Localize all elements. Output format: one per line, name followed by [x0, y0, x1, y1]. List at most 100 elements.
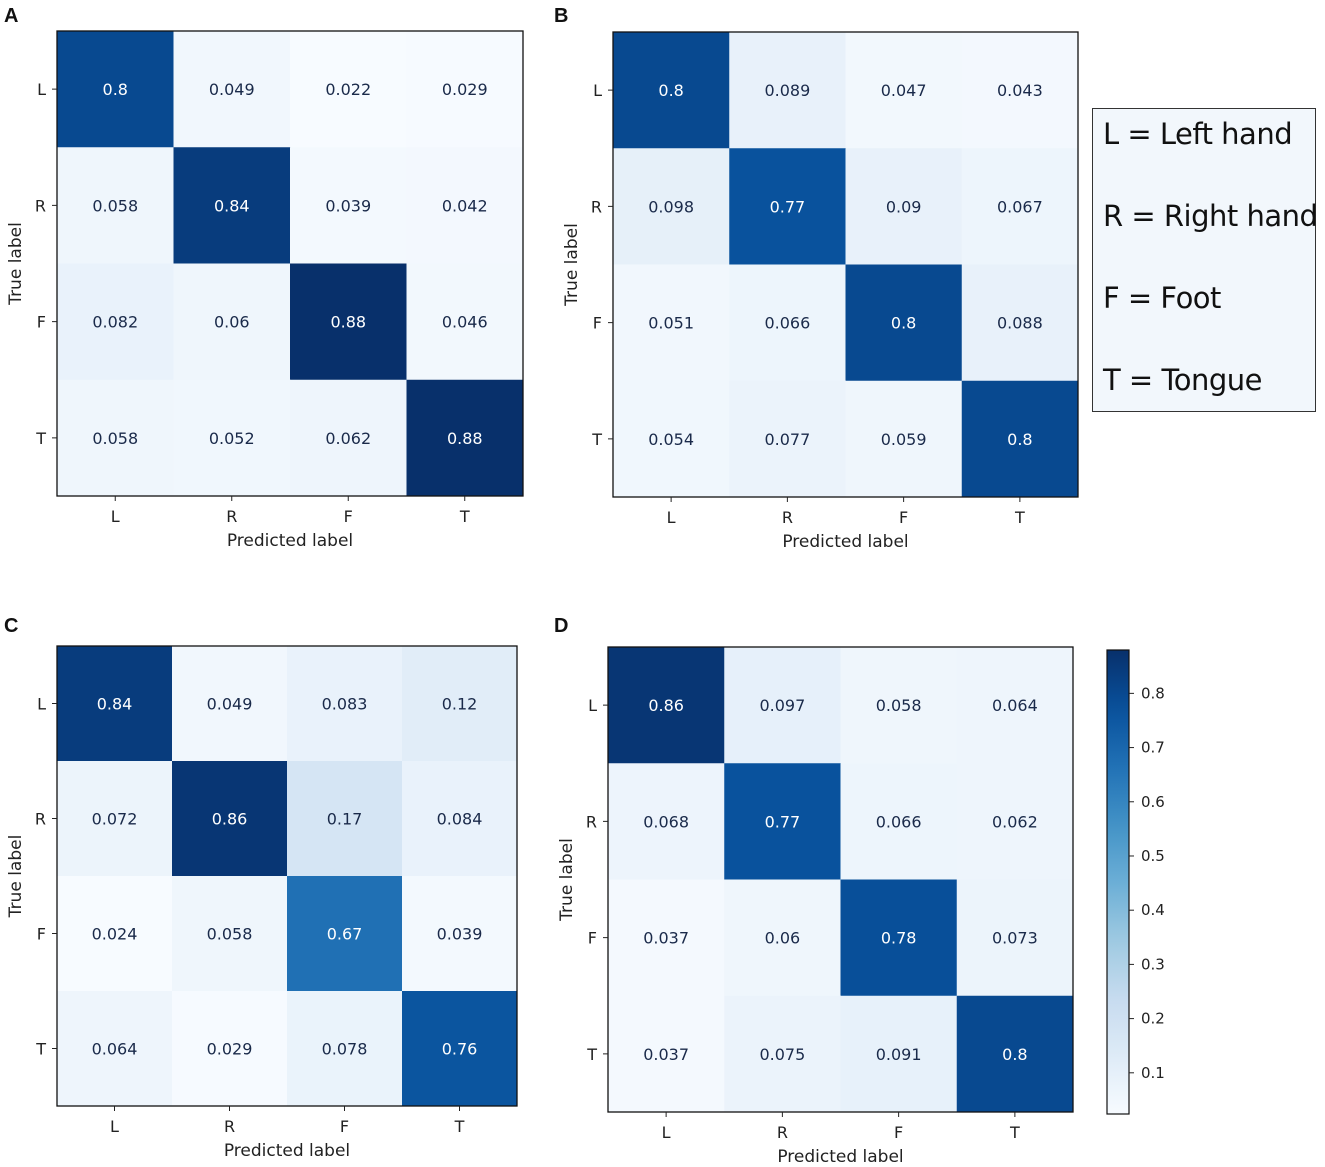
cell-d-l-r: [724, 647, 841, 764]
y-tick-label: F: [37, 925, 46, 944]
plot-frame-d: [607, 646, 1074, 1113]
cell-d-r-t: [956, 763, 1074, 880]
y-tick-label: L: [37, 695, 46, 714]
x-tick-label: T: [454, 1117, 465, 1136]
cell-c-r-t: [402, 761, 518, 877]
cell-value-label: 0.022: [325, 80, 371, 99]
cell-value-label: 0.067: [997, 197, 1043, 216]
colorbar-tick-label: 0.8: [1141, 684, 1165, 702]
cell-value-label: 0.059: [881, 430, 927, 449]
cell-value-label: 0.024: [92, 925, 138, 944]
y-tick-label: L: [588, 696, 597, 715]
x-tick-label: T: [459, 507, 470, 526]
cell-d-t-t: [956, 995, 1074, 1113]
cell-value-label: 0.037: [643, 1045, 689, 1064]
legend-entry-foot: F = Foot: [1103, 281, 1221, 315]
cell-value-label: 0.091: [876, 1045, 922, 1064]
cell-value-label: 0.047: [881, 81, 927, 100]
plot-frame-a: [56, 30, 524, 497]
panel-letter-b: B: [554, 5, 568, 27]
cell-d-t-l: [608, 995, 725, 1113]
y-tick-label: L: [593, 81, 602, 100]
x-tick-label: F: [894, 1123, 903, 1142]
cell-value-label: 0.039: [437, 925, 483, 944]
cell-d-l-l: [608, 647, 725, 764]
x-tick-label: L: [110, 1117, 119, 1136]
cell-b-t-r: [729, 380, 846, 498]
cell-value-label: 0.029: [442, 80, 488, 99]
cell-value-label: 0.083: [322, 695, 368, 714]
cell-c-l-l: [57, 646, 173, 762]
cell-b-r-r: [729, 148, 846, 265]
cell-d-t-f: [840, 995, 958, 1113]
cell-value-label: 0.068: [643, 812, 689, 831]
x-tick-label: R: [226, 507, 237, 526]
cell-b-f-l: [613, 264, 730, 382]
cell-c-t-l: [57, 991, 173, 1107]
cell-value-label: 0.082: [92, 313, 138, 332]
cell-b-l-f: [845, 32, 963, 149]
legend-entry-tongue: T = Tongue: [1103, 363, 1263, 397]
y-tick-label: F: [593, 314, 602, 333]
cell-value-label: 0.049: [207, 695, 253, 714]
cell-c-r-f: [287, 761, 403, 877]
cell-c-f-f: [287, 876, 403, 992]
cell-c-f-l: [57, 876, 173, 992]
cell-value-label: 0.058: [207, 925, 253, 944]
cell-d-r-l: [608, 763, 725, 880]
cell-a-f-l: [57, 263, 174, 381]
cell-value-label: 0.064: [992, 696, 1038, 715]
y-tick-label: T: [586, 1045, 597, 1064]
cell-value-label: 0.042: [442, 196, 488, 215]
x-tick-label: L: [662, 1123, 671, 1142]
cell-d-r-r: [724, 763, 841, 880]
x-tick-label: T: [1009, 1123, 1020, 1142]
cell-b-t-f: [845, 380, 963, 498]
legend-entry-right-hand: R = Right hand: [1103, 199, 1318, 233]
cell-value-label: 0.062: [325, 429, 371, 448]
cell-c-t-f: [287, 991, 403, 1107]
cell-value-label: 0.84: [97, 695, 133, 714]
cell-value-label: 0.84: [214, 196, 250, 215]
cell-value-label: 0.029: [207, 1040, 253, 1059]
cell-value-label: 0.077: [764, 430, 810, 449]
panel-letter-d: D: [554, 615, 568, 637]
cell-value-label: 0.88: [447, 429, 483, 448]
plot-frame-c: [56, 645, 518, 1107]
cell-a-r-r: [173, 147, 291, 264]
x-axis-label: Predicted label: [227, 531, 353, 551]
cell-d-r-f: [840, 763, 958, 880]
y-tick-label: R: [586, 812, 597, 831]
colorbar-tick-label: 0.7: [1141, 739, 1165, 757]
cell-c-l-t: [402, 646, 518, 762]
colorbar-tick-label: 0.3: [1141, 955, 1165, 973]
y-axis-label: True label: [6, 835, 26, 919]
cell-c-r-l: [57, 761, 173, 877]
x-tick-label: R: [777, 1123, 788, 1142]
cell-b-f-f: [845, 264, 963, 382]
y-tick-label: R: [35, 810, 46, 829]
x-tick-label: R: [224, 1117, 235, 1136]
cell-value-label: 0.86: [648, 696, 684, 715]
cell-value-label: 0.058: [92, 429, 138, 448]
cell-c-l-r: [172, 646, 288, 762]
y-tick-label: R: [35, 196, 46, 215]
x-tick-label: F: [340, 1117, 349, 1136]
cell-value-label: 0.084: [437, 810, 483, 829]
cell-b-l-r: [729, 32, 846, 149]
x-axis-label: Predicted label: [777, 1147, 903, 1167]
cell-value-label: 0.088: [997, 314, 1043, 333]
cell-value-label: 0.072: [92, 810, 138, 829]
cell-b-r-t: [961, 148, 1079, 265]
y-tick-label: F: [588, 929, 597, 948]
cell-a-t-l: [57, 379, 174, 497]
cell-value-label: 0.051: [648, 314, 694, 333]
cell-a-f-f: [290, 263, 407, 381]
panel-letter-a: A: [4, 5, 18, 27]
cell-b-l-l: [613, 32, 730, 149]
cell-value-label: 0.8: [658, 81, 683, 100]
cell-value-label: 0.67: [327, 925, 363, 944]
cell-value-label: 0.8: [103, 80, 128, 99]
cell-value-label: 0.075: [759, 1045, 805, 1064]
cell-c-t-r: [172, 991, 288, 1107]
